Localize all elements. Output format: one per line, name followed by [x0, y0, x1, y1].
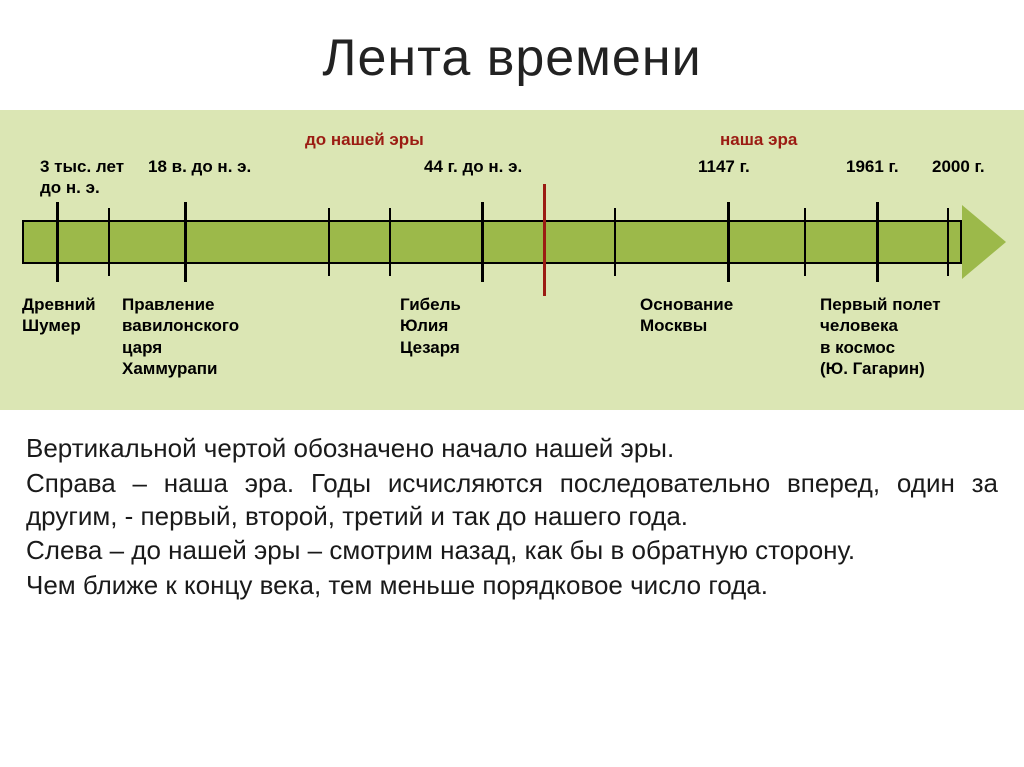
timeline-tick-major [184, 202, 187, 282]
event-date-label: 1147 г. [698, 156, 750, 177]
timeline-tick-major [481, 202, 484, 282]
timeline-arrow-body [22, 220, 962, 264]
timeline-arrow-head [962, 205, 1006, 279]
event-date-label: 18 в. до н. э. [148, 156, 251, 177]
timeline-diagram: до нашей эры наша эра 3 тыс. лет до н. э. Д… [0, 110, 1024, 410]
timeline-tick-minor [108, 208, 110, 276]
timeline-tick-minor [804, 208, 806, 276]
timeline-tick-minor [389, 208, 391, 276]
event-description-label: Правление вавилонского царя Хаммурапи [122, 294, 239, 379]
slide-title: Лента времени [0, 0, 1024, 88]
timeline-tick-major [56, 202, 59, 282]
event-date-label: 3 тыс. лет до н. э. [40, 156, 124, 199]
timeline-tick-minor [614, 208, 616, 276]
event-date-label: 44 г. до н. э. [424, 156, 522, 177]
timeline-tick-minor [947, 208, 949, 276]
event-description-label: Гибель Юлия Цезаря [400, 294, 461, 358]
timeline-tick-major [727, 202, 730, 282]
timeline-tick-major [876, 202, 879, 282]
event-description-label: Первый полет человека в космос (Ю. Гагар… [820, 294, 941, 379]
timeline-tick-minor [328, 208, 330, 276]
event-date-label: 1961 г. [846, 156, 899, 177]
body-paragraph: Чем ближе к концу века, тем меньше поряд… [26, 569, 998, 602]
body-paragraph: Справа – наша эра. Годы исчисляются посл… [26, 467, 998, 533]
era-label: до нашей эры [305, 130, 424, 150]
event-description-label: Древний Шумер [22, 294, 96, 337]
body-text: Вертикальной чертой обозначено начало на… [26, 432, 998, 604]
body-paragraph: Слева – до нашей эры – смотрим назад, ка… [26, 534, 998, 567]
body-paragraph: Вертикальной чертой обозначено начало на… [26, 432, 998, 465]
era-label: наша эра [720, 130, 797, 150]
era-origin-line [543, 184, 546, 296]
event-date-label: 2000 г. [932, 156, 985, 177]
event-description-label: Основание Москвы [640, 294, 733, 337]
timeline-canvas: до нашей эры наша эра 3 тыс. лет до н. э. Д… [0, 110, 1024, 410]
